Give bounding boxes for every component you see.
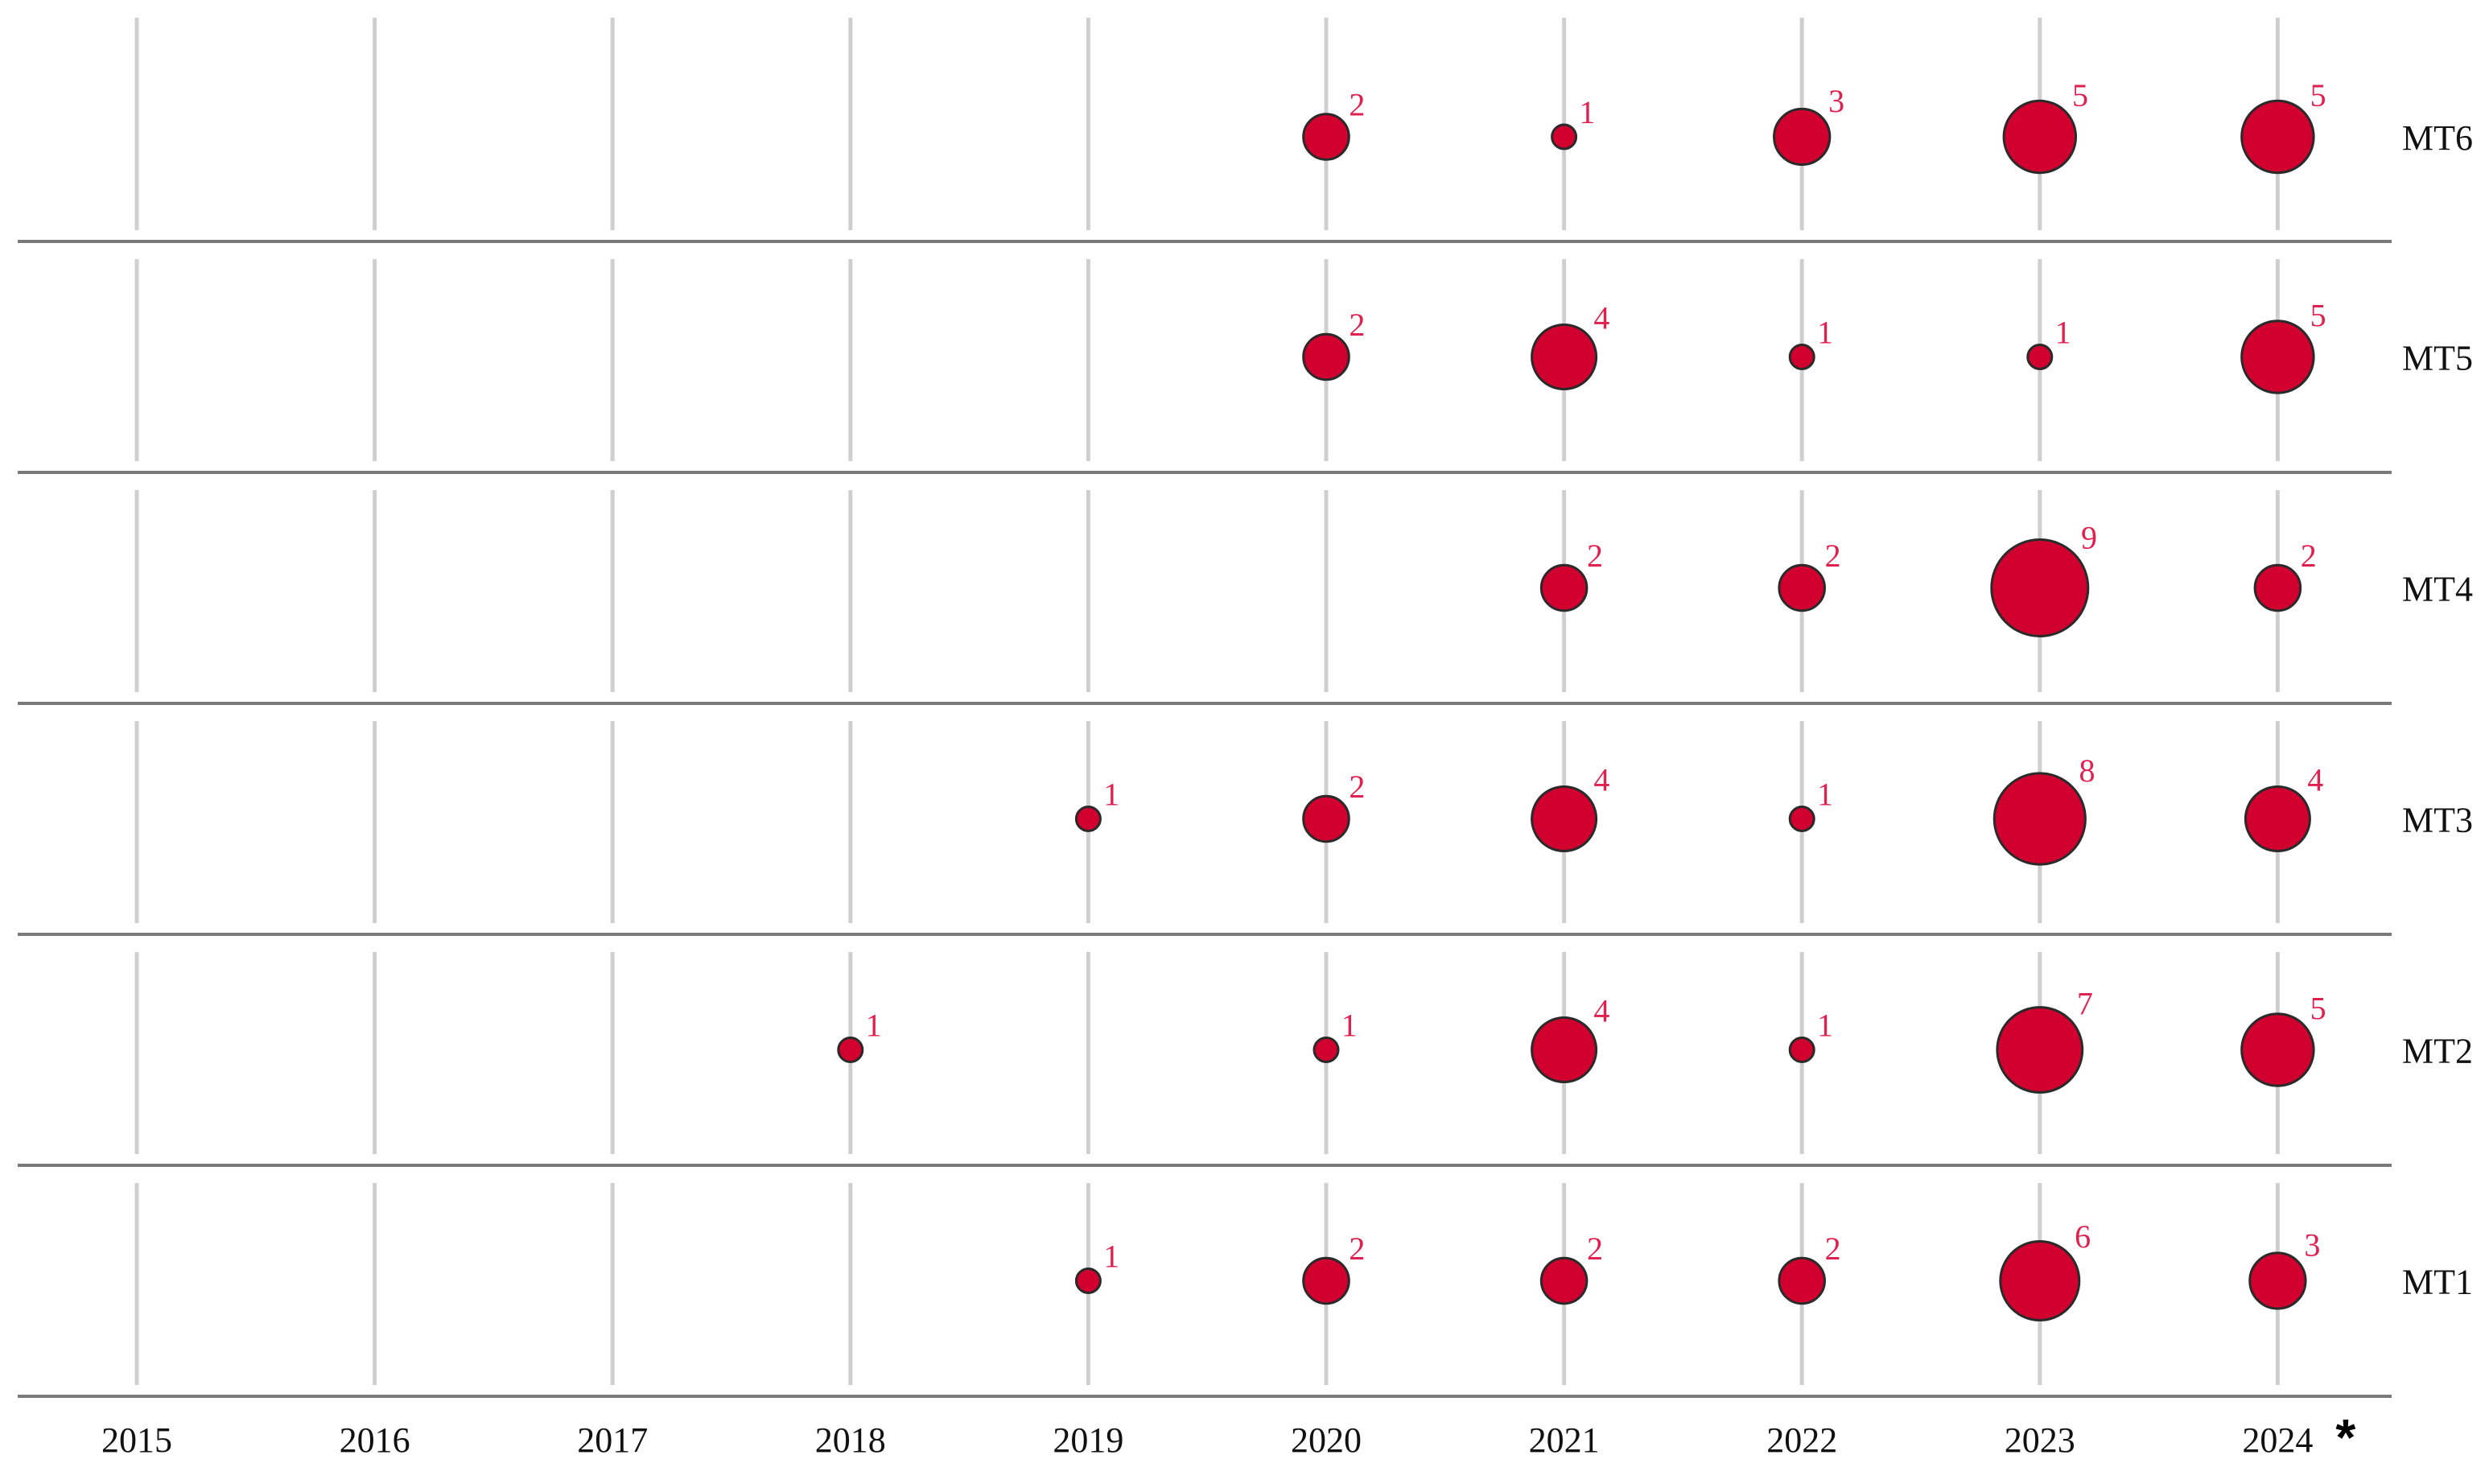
count-label-mt6-2020: 2 bbox=[1349, 87, 1365, 123]
bubble-mt5-2021 bbox=[1531, 324, 1598, 390]
count-label-mt4-2022: 2 bbox=[1825, 538, 1841, 574]
count-label-mt3-2022: 1 bbox=[1817, 777, 1833, 813]
x-tick-label-2022: 2022 bbox=[1766, 1420, 1837, 1460]
count-label-mt1-2022: 2 bbox=[1825, 1230, 1841, 1267]
bubble-mt2-2020 bbox=[1312, 1037, 1340, 1063]
bubble-mt1-2024 bbox=[2248, 1251, 2307, 1310]
bubble-mt3-2022 bbox=[1788, 806, 1815, 832]
bubble-mt6-2022 bbox=[1773, 107, 1832, 167]
bubble-mt6-2021 bbox=[1551, 123, 1578, 150]
count-label-mt1-2021: 2 bbox=[1587, 1230, 1603, 1267]
row-label-mt6: MT6 bbox=[2402, 118, 2473, 158]
bubble-mt6-2023 bbox=[2002, 99, 2078, 175]
count-label-mt2-2023: 7 bbox=[2077, 985, 2093, 1021]
count-label-mt6-2023: 5 bbox=[2072, 77, 2088, 113]
bubble-mt1-2020 bbox=[1302, 1256, 1350, 1305]
bubble-mt4-2022 bbox=[1778, 563, 1826, 612]
count-label-mt2-2020: 1 bbox=[1341, 1008, 1358, 1044]
bubble-mt4-2021 bbox=[1539, 563, 1589, 612]
bubble-mt3-2023 bbox=[1992, 772, 2087, 866]
count-label-mt1-2024: 3 bbox=[2304, 1227, 2320, 1263]
x-tick-label-2018: 2018 bbox=[815, 1420, 886, 1460]
x-tick-label-2023: 2023 bbox=[2005, 1420, 2075, 1460]
row-label-mt2: MT2 bbox=[2402, 1032, 2473, 1071]
count-label-mt2-2018: 1 bbox=[866, 1008, 882, 1044]
count-label-mt1-2020: 2 bbox=[1349, 1230, 1365, 1267]
bubble-mt3-2021 bbox=[1531, 785, 1598, 852]
row-label-mt5: MT5 bbox=[2402, 339, 2473, 378]
bubble-mt5-2022 bbox=[1788, 344, 1815, 370]
x-tick-label-2021: 2021 bbox=[1529, 1420, 1600, 1460]
x-tick-label-2017: 2017 bbox=[577, 1420, 648, 1460]
bubble-mt3-2019 bbox=[1074, 806, 1102, 832]
count-label-mt2-2021: 4 bbox=[1593, 993, 1609, 1029]
count-label-mt5-2020: 2 bbox=[1349, 307, 1365, 343]
count-label-mt4-2024: 2 bbox=[2301, 538, 2317, 574]
bubble-mt1-2019 bbox=[1074, 1268, 1102, 1294]
count-label-mt1-2019: 1 bbox=[1103, 1239, 1119, 1275]
x-tick-label-2024: 2024 bbox=[2242, 1420, 2313, 1460]
count-label-mt6-2022: 3 bbox=[1828, 83, 1844, 119]
row-label-mt3: MT3 bbox=[2402, 801, 2473, 840]
bubble-mt2-2023 bbox=[1996, 1006, 2084, 1094]
footnote-asterisk: * bbox=[2335, 1408, 2355, 1466]
bubble-mt2-2024 bbox=[2240, 1012, 2315, 1087]
count-label-mt5-2021: 4 bbox=[1593, 300, 1609, 336]
count-label-mt4-2023: 9 bbox=[2081, 519, 2097, 555]
count-label-mt6-2021: 1 bbox=[1579, 94, 1595, 130]
count-label-mt5-2023: 1 bbox=[2055, 315, 2071, 351]
bubble-mt4-2024 bbox=[2253, 563, 2302, 612]
row-label-mt1: MT1 bbox=[2402, 1263, 2473, 1302]
bubble-mt5-2024 bbox=[2240, 319, 2315, 394]
count-label-mt3-2021: 4 bbox=[1593, 762, 1609, 798]
x-tick-label-2015: 2015 bbox=[101, 1420, 172, 1460]
bubble-mt5-2020 bbox=[1302, 332, 1350, 381]
count-label-mt5-2024: 5 bbox=[2310, 297, 2326, 333]
bubble-mt1-2022 bbox=[1778, 1256, 1826, 1305]
row-label-mt4: MT4 bbox=[2402, 570, 2473, 609]
bubble-mt3-2020 bbox=[1302, 794, 1350, 843]
count-label-mt3-2024: 4 bbox=[2307, 762, 2323, 798]
count-label-mt1-2023: 6 bbox=[2075, 1218, 2091, 1255]
x-tick-label-2016: 2016 bbox=[340, 1420, 410, 1460]
bubble-mt2-2018 bbox=[837, 1037, 864, 1063]
bubble-mt6-2020 bbox=[1302, 113, 1350, 161]
bubble-mt1-2023 bbox=[1999, 1240, 2081, 1321]
count-label-mt6-2024: 5 bbox=[2310, 77, 2326, 113]
x-tick-label-2020: 2020 bbox=[1291, 1420, 1362, 1460]
bubble-mt2-2021 bbox=[1531, 1016, 1598, 1083]
count-label-mt2-2024: 5 bbox=[2310, 990, 2326, 1026]
bubble-mt3-2024 bbox=[2244, 785, 2311, 852]
count-label-mt2-2022: 1 bbox=[1817, 1008, 1833, 1044]
bubble-mt4-2023 bbox=[1990, 538, 2090, 637]
bubble-mt6-2024 bbox=[2240, 99, 2315, 175]
x-tick-label-2019: 2019 bbox=[1053, 1420, 1123, 1460]
count-label-mt3-2019: 1 bbox=[1103, 777, 1119, 813]
bubble-mt5-2023 bbox=[2026, 344, 2054, 370]
bubble-mt2-2022 bbox=[1788, 1037, 1815, 1063]
count-label-mt4-2021: 2 bbox=[1587, 538, 1603, 574]
count-label-mt3-2023: 8 bbox=[2079, 752, 2095, 789]
count-label-mt5-2022: 1 bbox=[1817, 315, 1833, 351]
count-label-mt3-2020: 2 bbox=[1349, 769, 1365, 805]
bubble-mt1-2021 bbox=[1539, 1256, 1589, 1305]
